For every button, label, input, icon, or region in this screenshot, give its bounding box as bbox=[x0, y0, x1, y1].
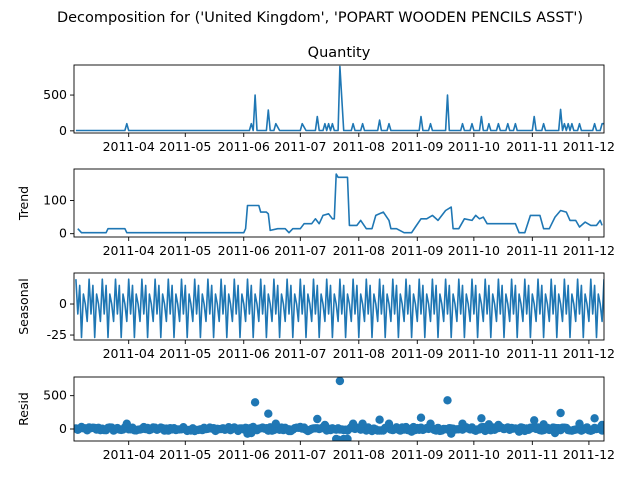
resid-point bbox=[247, 428, 256, 438]
x-tick-label: 2011-07 bbox=[274, 447, 326, 462]
resid-point bbox=[514, 427, 524, 436]
x-tick-label: 2011-08 bbox=[333, 139, 385, 154]
resid-point bbox=[494, 420, 503, 430]
x-tick-label: 2011-08 bbox=[333, 346, 385, 361]
y-tick-label: 100 bbox=[43, 193, 67, 208]
resid-point bbox=[458, 419, 467, 428]
resid-point bbox=[348, 419, 358, 428]
resid-point bbox=[575, 419, 584, 428]
x-tick-label: 2011-12 bbox=[563, 243, 615, 258]
resid-point bbox=[264, 409, 273, 418]
x-tick-label: 2011-06 bbox=[218, 139, 270, 154]
resid-point bbox=[271, 419, 280, 428]
x-tick-label: 2011-05 bbox=[159, 447, 211, 462]
panel-observed: 0 500 2011-04 2011-05 2011-06 2011-07 2011-08 2… bbox=[43, 45, 615, 154]
x-tick-label: 2011-09 bbox=[391, 243, 443, 258]
x-tick-label: 2011-06 bbox=[218, 346, 270, 361]
x-tick-label: 2011-08 bbox=[333, 243, 385, 258]
observed-title: Quantity bbox=[308, 45, 371, 61]
resid-plot-area bbox=[74, 377, 604, 441]
panel-trend: 0 100 2011-04 2011-05 2011-06 2011-07 2011-08 2… bbox=[16, 168, 615, 258]
resid-point bbox=[313, 414, 322, 424]
x-tick-label: 2011-06 bbox=[218, 243, 270, 258]
resid-point bbox=[375, 415, 384, 424]
x-tick-label: 2011-12 bbox=[563, 346, 615, 361]
panel-seasonal: -25 0 2011-04 2011-05 2011-06 2011-07 2011-08 2… bbox=[16, 272, 615, 361]
y-tick-label: 0 bbox=[59, 421, 67, 436]
x-tick-label: 2011-10 bbox=[448, 447, 500, 462]
resid-point bbox=[550, 428, 560, 438]
x-tick-label: 2011-10 bbox=[448, 139, 500, 154]
resid-point bbox=[250, 398, 260, 407]
observed-axes-frame bbox=[73, 64, 605, 134]
y-tick-label: 0 bbox=[59, 226, 67, 241]
x-tick-label: 2011-04 bbox=[103, 346, 155, 361]
observed-series-line bbox=[75, 65, 604, 132]
x-tick-label: 2011-04 bbox=[103, 447, 155, 462]
trend-series-line bbox=[77, 173, 603, 234]
x-tick-label: 2011-07 bbox=[274, 346, 326, 361]
x-tick-label: 2011-07 bbox=[274, 243, 326, 258]
trend-plot-area bbox=[77, 173, 603, 234]
seasonal-axes-frame bbox=[73, 272, 605, 341]
resid-point bbox=[530, 416, 539, 425]
resid-point bbox=[358, 419, 367, 428]
x-tick-label: 2011-11 bbox=[506, 243, 558, 258]
x-tick-label: 2011-06 bbox=[218, 447, 270, 462]
resid-point bbox=[335, 377, 345, 386]
x-tick-label: 2011-09 bbox=[391, 447, 443, 462]
resid-point bbox=[416, 413, 426, 422]
x-tick-label: 2011-07 bbox=[274, 139, 326, 154]
resid-axes-frame bbox=[73, 376, 605, 442]
x-tick-label: 2011-12 bbox=[563, 139, 615, 154]
seasonal-ylabel: Seasonal bbox=[16, 278, 31, 335]
x-tick-label: 2011-11 bbox=[506, 346, 558, 361]
x-tick-label: 2011-05 bbox=[159, 139, 211, 154]
resid-point bbox=[343, 434, 352, 441]
figure-title: Decomposition for ('United Kingdom', 'PO… bbox=[57, 10, 583, 26]
x-tick-label: 2011-05 bbox=[159, 243, 211, 258]
resid-point bbox=[597, 420, 604, 430]
x-tick-label: 2011-09 bbox=[391, 346, 443, 361]
panel-resid: 0 500 2011-04 2011-05 2011-06 2011-07 2011-08 2… bbox=[16, 376, 615, 462]
x-tick-label: 2011-04 bbox=[103, 243, 155, 258]
x-tick-label: 2011-11 bbox=[506, 139, 558, 154]
resid-point bbox=[426, 419, 435, 428]
x-tick-label: 2011-12 bbox=[563, 447, 615, 462]
x-tick-label: 2011-11 bbox=[506, 447, 558, 462]
resid-point bbox=[477, 414, 486, 423]
y-tick-label: 500 bbox=[43, 388, 67, 403]
resid-point bbox=[320, 420, 330, 430]
resid-point bbox=[284, 426, 294, 436]
resid-point bbox=[484, 420, 494, 429]
panels: 0 500 2011-04 2011-05 2011-06 2011-07 2011-08 2… bbox=[16, 45, 615, 462]
resid-point bbox=[590, 414, 599, 423]
y-tick-label: 0 bbox=[59, 123, 67, 138]
resid-ylabel: Resid bbox=[16, 392, 31, 426]
x-tick-label: 2011-09 bbox=[391, 139, 443, 154]
resid-point bbox=[447, 429, 456, 438]
trend-axes-frame bbox=[73, 168, 605, 238]
x-tick-label: 2011-08 bbox=[333, 447, 385, 462]
x-tick-label: 2011-04 bbox=[103, 139, 155, 154]
resid-point bbox=[407, 427, 416, 436]
resid-point bbox=[122, 419, 131, 428]
seasonal-series-line bbox=[75, 278, 604, 339]
y-tick-label: 500 bbox=[43, 87, 67, 102]
resid-point bbox=[443, 396, 452, 405]
resid-point bbox=[539, 420, 548, 429]
observed-plot-area bbox=[75, 65, 604, 132]
resid-point bbox=[384, 419, 394, 428]
y-tick-label: -25 bbox=[47, 327, 67, 342]
x-tick-label: 2011-10 bbox=[448, 346, 500, 361]
x-tick-label: 2011-05 bbox=[159, 346, 211, 361]
trend-ylabel: Trend bbox=[16, 186, 31, 221]
x-tick-label: 2011-10 bbox=[448, 243, 500, 258]
y-tick-label: 0 bbox=[59, 296, 67, 311]
seasonal-plot-area bbox=[75, 278, 604, 339]
resid-point bbox=[556, 408, 565, 418]
